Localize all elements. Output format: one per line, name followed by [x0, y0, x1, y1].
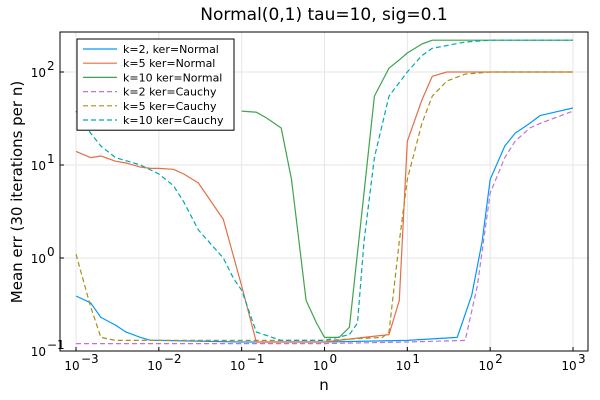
- y-axis-label: Mean err (30 iterations per n): [8, 81, 26, 303]
- legend-label: k=10 ker=Cauchy: [123, 114, 224, 127]
- x-tick-label: 10: [313, 359, 328, 373]
- x-axis-label: n: [319, 376, 329, 394]
- legend-label: k=5 ker=Normal: [123, 57, 215, 70]
- series-line-2: [75, 71, 573, 343]
- legend-label: k=2 ker=Cauchy: [123, 86, 217, 99]
- y-tick-exponent: −1: [47, 338, 65, 352]
- y-tick-exponent: 1: [47, 152, 55, 166]
- series-line-3: [241, 39, 573, 338]
- legend-label: k=10 ker=Normal: [123, 71, 222, 84]
- y-tick-exponent: 2: [47, 59, 55, 73]
- axes: [59, 31, 589, 352]
- x-tick-label: 10: [479, 359, 494, 373]
- x-tick-label: 10: [396, 359, 411, 373]
- series-line-4: [76, 110, 574, 345]
- series-line-6: [75, 39, 573, 341]
- x-tick-exponent: 2: [495, 352, 503, 366]
- x-tick-exponent: −2: [164, 352, 182, 366]
- chart-title: Normal(0,1) tau=10, sig=0.1: [200, 5, 447, 25]
- legend-label: k=2, ker=Normal: [123, 43, 219, 56]
- y-tick-label: 10: [31, 159, 46, 173]
- legend-box: [76, 38, 235, 131]
- x-tick-label: 10: [230, 359, 245, 373]
- x-tick-label: 10: [147, 359, 162, 373]
- x-tick-label: 10: [64, 359, 79, 373]
- y-tick-label: 10: [31, 252, 46, 266]
- y-tick-label: 10: [31, 345, 46, 359]
- series-line-5: [75, 71, 573, 341]
- x-tick-exponent: 1: [412, 352, 420, 366]
- legend-label: k=5 ker=Cauchy: [123, 100, 217, 113]
- y-tick-exponent: 0: [47, 245, 55, 259]
- series-line-1: [75, 107, 574, 343]
- x-tick-exponent: −3: [81, 352, 99, 366]
- x-tick-label: 10: [561, 359, 576, 373]
- series-layer: [75, 39, 574, 345]
- x-tick-exponent: −1: [247, 352, 265, 366]
- tick-labels: 10 −3 10 −2 10 −1 10 0 10 1 10 2 10 310 −110 010 110 2: [31, 59, 586, 373]
- y-tick-label: 10: [31, 66, 46, 80]
- x-tick-exponent: 0: [330, 352, 338, 366]
- x-tick-exponent: 3: [578, 352, 586, 366]
